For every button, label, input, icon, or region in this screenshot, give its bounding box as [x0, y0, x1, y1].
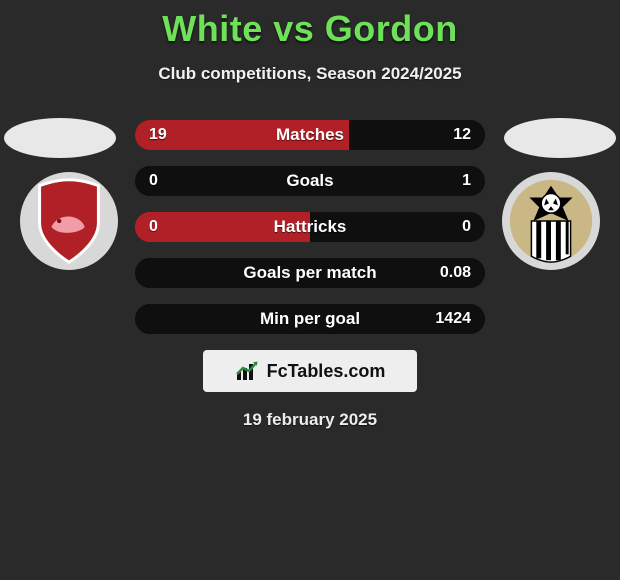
footer-date: 19 february 2025: [0, 410, 620, 430]
stat-row: 0Hattricks0: [135, 212, 485, 242]
page-title: White vs Gordon: [0, 8, 620, 50]
brand-chart-icon: [235, 360, 261, 382]
stat-value-right: 0: [462, 218, 471, 236]
brand-text: FcTables.com: [267, 361, 386, 382]
stat-label: Min per goal: [135, 309, 485, 329]
brand-badge: FcTables.com: [203, 350, 417, 392]
stat-label: Goals: [135, 171, 485, 191]
stat-row: 0Goals1: [135, 166, 485, 196]
stat-value-right: 12: [453, 126, 471, 144]
subtitle: Club competitions, Season 2024/2025: [0, 64, 620, 84]
player-photo-left: [4, 118, 116, 158]
stat-label: Hattricks: [135, 217, 485, 237]
morecambe-fc-icon: [20, 172, 118, 270]
stat-value-right: 1: [462, 172, 471, 190]
stat-label: Matches: [135, 125, 485, 145]
club-crest-right: [502, 172, 600, 270]
club-crest-left: [20, 172, 118, 270]
notts-county-icon: [502, 172, 600, 270]
comparison-card: White vs Gordon Club competitions, Seaso…: [0, 0, 620, 580]
stat-value-right: 1424: [435, 310, 471, 328]
player-photo-right: [504, 118, 616, 158]
stat-row: Goals per match0.08: [135, 258, 485, 288]
stat-label: Goals per match: [135, 263, 485, 283]
stat-value-right: 0.08: [440, 264, 471, 282]
stat-row: Min per goal1424: [135, 304, 485, 334]
stat-row: 19Matches12: [135, 120, 485, 150]
stats-list: 19Matches120Goals10Hattricks0Goals per m…: [135, 120, 485, 334]
